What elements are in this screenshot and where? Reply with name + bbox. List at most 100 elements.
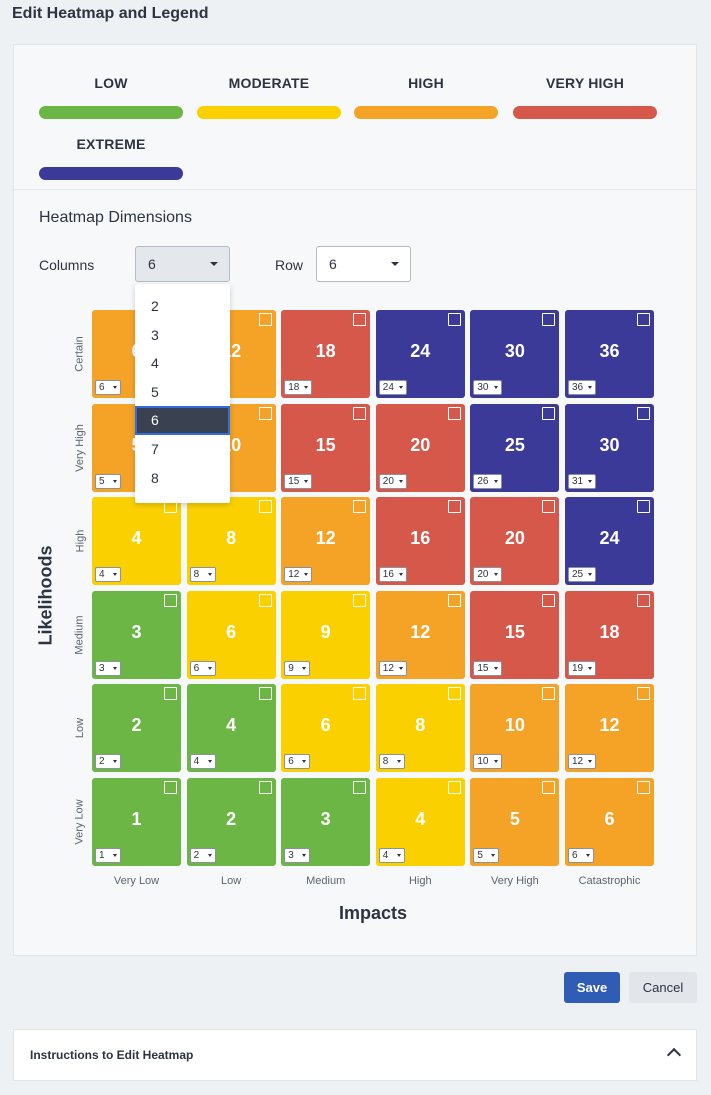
cell-checkbox[interactable] — [447, 780, 461, 794]
cell-checkbox[interactable] — [542, 593, 556, 607]
cell-score-select[interactable]: 20 — [378, 473, 407, 489]
cell-score-select[interactable]: 12 — [378, 660, 407, 676]
legend-item[interactable]: EXTREME — [39, 133, 183, 180]
heatmap-cell[interactable]: 24 25 — [564, 497, 654, 586]
chevron-up-icon[interactable] — [666, 1047, 682, 1063]
heatmap-cell[interactable]: 24 24 — [375, 310, 465, 398]
cell-checkbox[interactable] — [542, 687, 556, 701]
cell-checkbox[interactable] — [542, 406, 556, 420]
instructions-accordion[interactable]: Instructions to Edit Heatmap — [13, 1029, 697, 1081]
cell-score-select[interactable]: 19 — [567, 660, 597, 676]
dropdown-option[interactable]: 3 — [151, 326, 159, 343]
cell-checkbox[interactable] — [636, 780, 650, 794]
cell-score-select[interactable]: 8 — [378, 754, 405, 770]
heatmap-cell[interactable]: 10 10 — [470, 684, 560, 773]
cell-checkbox[interactable] — [353, 687, 367, 701]
cell-score-select[interactable]: 6 — [95, 380, 121, 395]
dropdown-option[interactable]: 5 — [151, 383, 159, 400]
row-select[interactable]: 6 — [316, 246, 411, 282]
dropdown-option[interactable]: 6 — [135, 406, 230, 435]
cell-checkbox[interactable] — [258, 780, 272, 794]
cell-checkbox[interactable] — [636, 313, 650, 326]
cell-score-select[interactable]: 9 — [284, 660, 311, 676]
cell-checkbox[interactable] — [447, 406, 461, 420]
heatmap-cell[interactable]: 36 36 — [564, 310, 654, 398]
legend-item[interactable]: VERY HIGH — [513, 72, 657, 119]
heatmap-cell[interactable]: 12 12 — [375, 590, 465, 679]
cell-checkbox[interactable] — [636, 406, 650, 420]
legend-color-bar[interactable] — [39, 106, 183, 119]
legend-color-bar[interactable] — [39, 167, 183, 180]
heatmap-cell[interactable]: 16 16 — [375, 497, 465, 586]
cell-score-select[interactable]: 15 — [284, 473, 313, 489]
cell-score-select[interactable]: 18 — [284, 380, 313, 395]
heatmap-cell[interactable]: 12 12 — [281, 497, 371, 586]
cell-score-select[interactable]: 25 — [567, 567, 597, 583]
heatmap-cell[interactable]: 18 19 — [564, 590, 654, 679]
cancel-button[interactable]: Cancel — [629, 972, 697, 1003]
dropdown-option[interactable]: 7 — [151, 440, 159, 457]
cell-score-select[interactable]: 1 — [95, 847, 121, 863]
dropdown-option[interactable]: 4 — [151, 355, 159, 372]
legend-color-bar[interactable] — [354, 106, 498, 119]
cell-checkbox[interactable] — [258, 687, 272, 701]
cell-score-select[interactable]: 10 — [473, 754, 502, 770]
cell-score-select[interactable]: 2 — [95, 754, 121, 770]
cell-score-select[interactable]: 26 — [473, 473, 502, 489]
cell-checkbox[interactable] — [258, 406, 272, 420]
cell-score-select[interactable]: 4 — [378, 847, 405, 863]
cell-checkbox[interactable] — [542, 500, 556, 514]
columns-select[interactable]: 6 — [135, 246, 230, 282]
cell-score-select[interactable]: 6 — [189, 660, 216, 676]
dropdown-option[interactable]: 2 — [151, 298, 159, 314]
cell-checkbox[interactable] — [164, 687, 177, 701]
cell-checkbox[interactable] — [636, 593, 650, 607]
cell-checkbox[interactable] — [636, 687, 650, 701]
cell-checkbox[interactable] — [447, 313, 461, 326]
cell-score-select[interactable]: 3 — [95, 660, 121, 676]
legend-item[interactable]: LOW — [39, 72, 183, 119]
legend-item[interactable]: HIGH — [354, 72, 498, 119]
dropdown-option[interactable]: 8 — [151, 469, 159, 486]
cell-score-select[interactable]: 8 — [189, 567, 216, 583]
heatmap-cell[interactable]: 30 30 — [470, 310, 560, 398]
cell-score-select[interactable]: 20 — [473, 567, 502, 583]
heatmap-cell[interactable]: 20 20 — [375, 403, 465, 492]
cell-score-select[interactable]: 16 — [378, 567, 407, 583]
cell-checkbox[interactable] — [353, 593, 367, 607]
cell-score-select[interactable]: 2 — [189, 847, 216, 863]
cell-checkbox[interactable] — [258, 500, 272, 514]
legend-item[interactable]: MODERATE — [197, 72, 341, 119]
cell-checkbox[interactable] — [542, 780, 556, 794]
heatmap-cell[interactable]: 20 20 — [470, 497, 560, 586]
cell-score-select[interactable]: 6 — [567, 847, 594, 863]
cell-score-select[interactable]: 30 — [473, 380, 502, 395]
cell-checkbox[interactable] — [258, 313, 272, 326]
cell-checkbox[interactable] — [542, 313, 556, 326]
cell-checkbox[interactable] — [164, 780, 177, 794]
cell-score-select[interactable]: 15 — [473, 660, 502, 676]
cell-score-select[interactable]: 12 — [284, 567, 313, 583]
cell-checkbox[interactable] — [258, 593, 272, 607]
cell-score-select[interactable]: 5 — [95, 473, 121, 489]
cell-checkbox[interactable] — [447, 500, 461, 514]
cell-score-select[interactable]: 4 — [189, 754, 216, 770]
save-button[interactable]: Save — [564, 972, 620, 1003]
cell-checkbox[interactable] — [447, 593, 461, 607]
cell-score-select[interactable]: 12 — [567, 754, 597, 770]
cell-checkbox[interactable] — [164, 593, 177, 607]
legend-color-bar[interactable] — [197, 106, 341, 119]
cell-score-select[interactable]: 3 — [284, 847, 311, 863]
cell-checkbox[interactable] — [353, 313, 367, 326]
